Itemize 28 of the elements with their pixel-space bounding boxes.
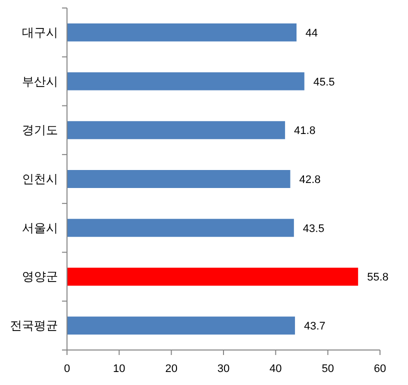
bar (67, 72, 304, 90)
y-tick-label: 전국평균 (10, 318, 58, 333)
y-tick-label: 대구시 (22, 25, 58, 40)
bar (67, 316, 295, 335)
x-tick-label: 40 (270, 363, 282, 375)
y-tick-label: 부산시 (22, 74, 58, 88)
bar (67, 121, 286, 140)
x-tick-label: 20 (165, 363, 178, 375)
y-tick-label: 영양군 (22, 270, 58, 284)
x-tick-label: 0 (64, 363, 70, 375)
x-tick-label: 60 (374, 363, 386, 375)
x-tick-label: 50 (322, 363, 334, 375)
data-label: 43.5 (302, 222, 324, 235)
data-label: 42.8 (299, 174, 321, 186)
bar (67, 170, 290, 188)
data-label: 44 (306, 27, 318, 40)
bar (67, 23, 297, 42)
bar (67, 218, 294, 237)
bar (67, 268, 358, 286)
y-tick-label: 서울시 (22, 220, 58, 235)
y-tick-label: 경기도 (22, 123, 58, 138)
data-label: 45.5 (313, 76, 335, 88)
data-label: 43.7 (304, 320, 326, 333)
data-label: 41.8 (294, 125, 316, 138)
data-label: 55.8 (367, 272, 389, 284)
x-tick-label: 10 (113, 363, 126, 375)
y-tick-label: 인천시 (22, 172, 58, 186)
x-tick-label: 30 (217, 363, 230, 375)
